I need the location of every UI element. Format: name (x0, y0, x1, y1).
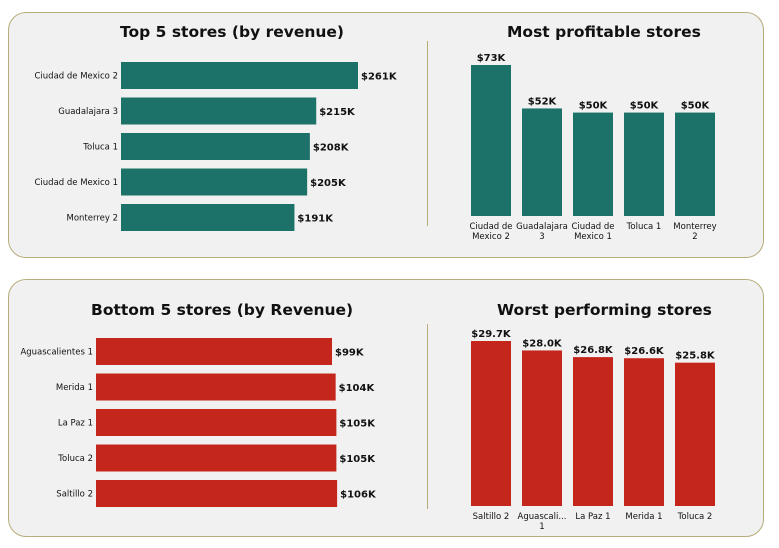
top5-value-label: $208K (313, 143, 350, 154)
worst-value-label: $25.8K (675, 351, 716, 362)
worst-bar (624, 358, 664, 506)
profitable-value-label: $50K (681, 101, 711, 112)
top5-bar (121, 204, 295, 231)
top5-category-label: Guadalajara 3 (58, 107, 118, 117)
bottom5-value-label: $105K (339, 419, 376, 430)
bottom5-bar (96, 444, 337, 472)
profitable-category-label: Ciudad de Mexico 2 (469, 222, 512, 242)
profitable-bar (471, 65, 511, 216)
top5-value-label: $191K (297, 214, 334, 225)
bottom5-value-label: $106K (340, 490, 377, 501)
profitable-value-label: $73K (477, 53, 507, 64)
profitable-category-label: Ciudad de Mexico 1 (571, 222, 614, 242)
top5-bar (121, 168, 308, 196)
top5-category-label: Ciudad de Mexico 1 (34, 178, 118, 188)
profitable-bar (522, 108, 562, 216)
top5-value-label: $215K (319, 107, 356, 118)
worst-value-label: $26.8K (573, 345, 614, 356)
worst-bar (471, 341, 511, 506)
top5-value-label: $205K (310, 178, 347, 189)
top5-category-label: Monterrey 2 (66, 214, 118, 224)
worst-category-label: Toluca 2 (677, 512, 713, 522)
bottom5-value-label: $99K (335, 348, 365, 359)
worst-title: Worst performing stores (497, 301, 712, 319)
profitable-bar (624, 112, 664, 216)
profitable-category-label: Guadalajara 3 (516, 222, 568, 242)
profitable-bar (573, 112, 613, 216)
panel-divider (427, 324, 428, 509)
bottom5-value-label: $105K (339, 454, 376, 465)
panel-divider (427, 41, 428, 226)
worst-category-label: Saltillo 2 (473, 512, 510, 522)
profitable-value-label: $52K (528, 96, 558, 107)
top5-title: Top 5 stores (by revenue) (120, 23, 345, 41)
profitable-category-label: Monterrey 2 (673, 222, 716, 242)
bottom5-category-label: Toluca 2 (57, 454, 93, 464)
bottom5-bar (96, 338, 332, 365)
profitable-title: Most profitable stores (507, 23, 701, 41)
bottom5-category-label: Saltillo 2 (56, 490, 93, 500)
top5-category-label: Ciudad de Mexico 2 (34, 72, 118, 82)
top5-bar (121, 62, 358, 89)
profitable-category-label: Toluca 1 (626, 222, 662, 232)
bottom5-title: Bottom 5 stores (by Revenue) (91, 301, 354, 319)
top5-value-label: $261K (361, 72, 398, 83)
worst-value-label: $29.7K (471, 329, 512, 340)
bottom5-bar (96, 480, 338, 507)
worst-bar (573, 357, 613, 506)
worst-bar (675, 362, 715, 506)
worst-value-label: $28.0K (522, 338, 563, 349)
profitable-value-label: $50K (579, 101, 609, 112)
top5-bar (121, 97, 317, 125)
bottom5-category-label: La Paz 1 (58, 419, 93, 429)
bottom5-value-label: $104K (339, 383, 376, 394)
bottom5-bar (96, 409, 337, 436)
profitable-bar (675, 112, 715, 216)
bottom5-category-label: Aguascalientes 1 (20, 348, 93, 358)
top5-bar (121, 133, 310, 160)
worst-value-label: $26.6K (624, 346, 665, 357)
worst-category-label: Merida 1 (625, 512, 662, 522)
profitable-value-label: $50K (630, 101, 660, 112)
worst-category-label: La Paz 1 (575, 512, 610, 522)
bottom5-category-label: Merida 1 (56, 383, 93, 393)
bottom5-bar (96, 373, 336, 401)
worst-category-label: Aguascali... 1 (518, 512, 567, 532)
worst-bar (522, 350, 562, 506)
top5-category-label: Toluca 1 (82, 143, 118, 153)
